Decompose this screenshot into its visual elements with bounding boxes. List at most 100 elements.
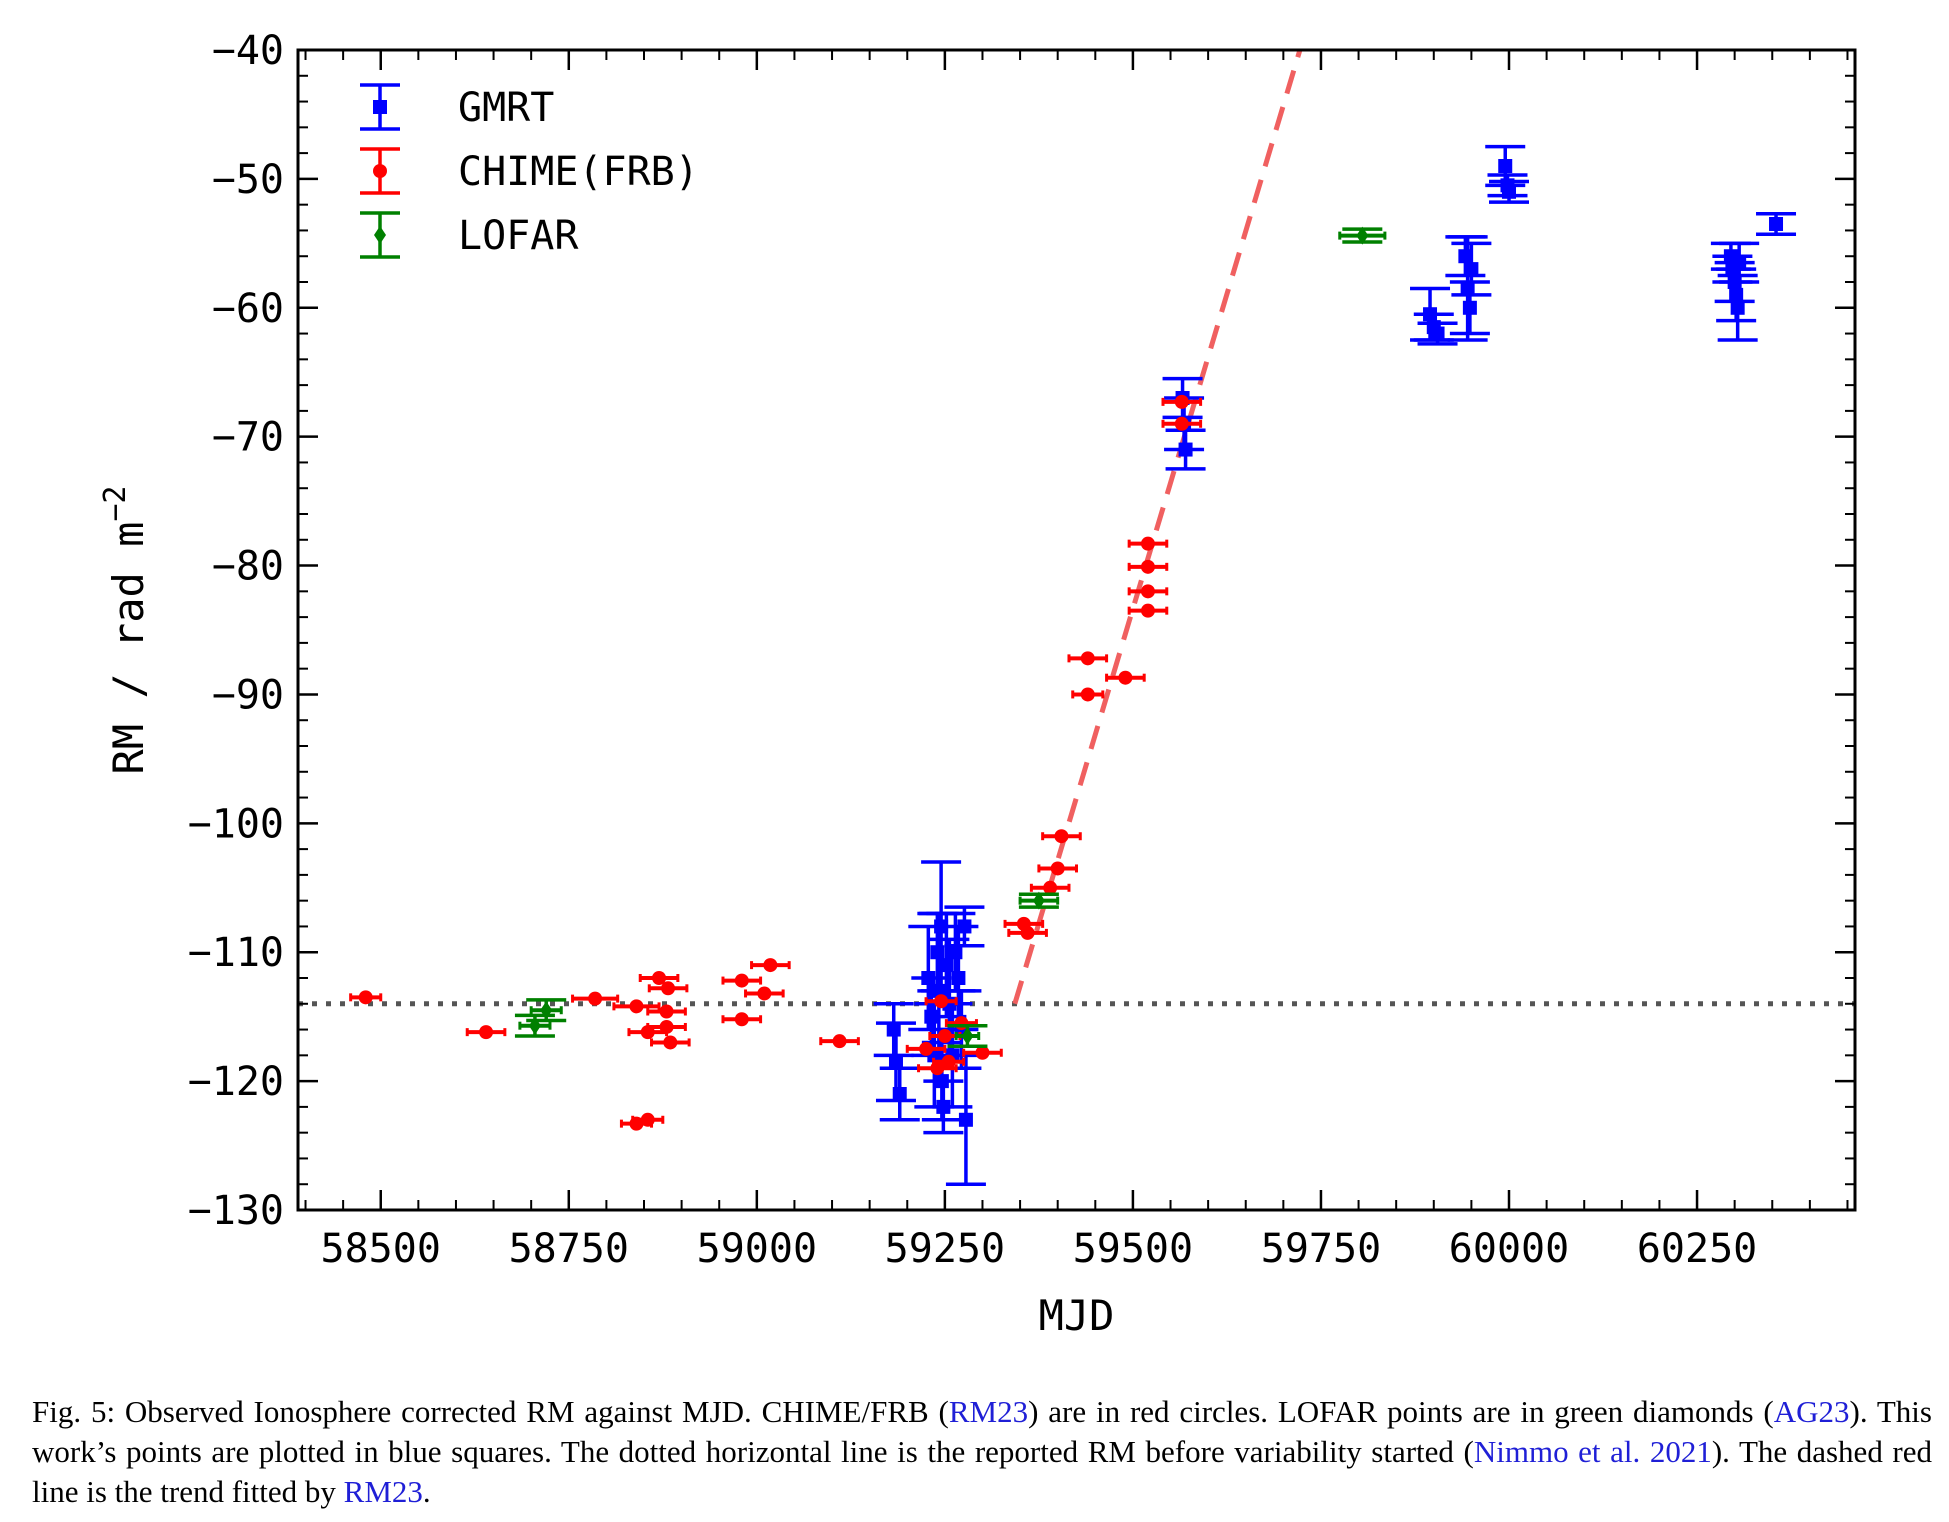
- caption-text-4: ). The dashed red line is the trend fitt…: [32, 1434, 1932, 1509]
- caption-ref-nimmo2021[interactable]: Nimmo et al. 2021: [1473, 1434, 1712, 1469]
- data-marker: [1462, 300, 1477, 315]
- data-marker: [1178, 442, 1193, 457]
- y-tick-label: −100: [188, 801, 284, 847]
- x-tick-label: 58750: [509, 1226, 629, 1272]
- data-marker: [939, 958, 954, 973]
- data-marker: [961, 1027, 974, 1045]
- axis-ticks: 58500 58750 59000 59250 59500 59750 60000 60250…: [188, 28, 1855, 1272]
- data-marker: [1730, 300, 1745, 315]
- data-marker: [1080, 687, 1095, 702]
- lofar-point: [1338, 226, 1387, 245]
- chime-frb-point: [1007, 925, 1048, 940]
- data-marker: [934, 994, 949, 1009]
- chime-frb-point: [1037, 861, 1078, 876]
- chime-frb-point: [571, 991, 620, 1006]
- gmrt-point: [1485, 144, 1526, 188]
- gmrt-point: [879, 1066, 920, 1122]
- rm23-trend-dashed-line: [1012, 49, 1303, 1005]
- caption-text-5: .: [422, 1474, 431, 1509]
- caption-text-1: Fig. 5: Observed Ionosphere corrected RM…: [32, 1394, 949, 1429]
- series-gmrt: [873, 144, 1797, 1186]
- x-tick-label: 59750: [1261, 1226, 1381, 1272]
- chime-frb-point: [819, 1034, 860, 1049]
- chime-frb-point: [646, 1019, 687, 1034]
- data-marker: [1020, 925, 1035, 940]
- data-marker: [1043, 880, 1058, 895]
- legend-entry-chime-frb: CHIME(FRB): [360, 147, 699, 195]
- data-marker: [479, 1025, 494, 1040]
- y-tick-label: −120: [188, 1059, 284, 1105]
- chime-frb-point: [924, 994, 958, 1009]
- data-marker: [1464, 262, 1479, 277]
- data-marker: [1356, 226, 1369, 245]
- gmrt-point: [1165, 428, 1206, 471]
- data-marker: [1498, 159, 1513, 173]
- data-marker: [892, 1087, 907, 1101]
- chime-frb-point: [905, 1041, 947, 1056]
- gmrt-point: [1717, 273, 1758, 342]
- data-marker: [1732, 255, 1747, 270]
- legend-label: LOFAR: [458, 213, 579, 259]
- chime-frb-point: [1127, 559, 1169, 574]
- caption-ref-ag23[interactable]: AG23: [1773, 1394, 1850, 1429]
- caption-ref-rm23[interactable]: RM23: [948, 1394, 1029, 1429]
- gmrt-point: [1719, 241, 1760, 284]
- chime-frb-point: [1041, 829, 1082, 844]
- chime-frb-point: [932, 1054, 966, 1069]
- y-tick-label: −70: [212, 415, 284, 461]
- gmrt-point: [1451, 241, 1492, 297]
- data-marker: [1032, 891, 1045, 910]
- x-tick-label: 59000: [697, 1226, 817, 1272]
- data-marker: [763, 958, 778, 973]
- chime-frb-point: [750, 958, 791, 973]
- chime-frb-point: [721, 973, 763, 988]
- figure-caption: Fig. 5: Observed Ionosphere corrected RM…: [32, 1392, 1932, 1512]
- data-marker: [734, 1012, 749, 1027]
- data-marker: [1118, 670, 1133, 685]
- y-tick-label: −90: [212, 672, 284, 718]
- chime-frb-point: [647, 981, 689, 996]
- data-marker: [652, 971, 667, 985]
- x-axis-title: MJD: [1039, 1291, 1115, 1340]
- chime-frb-point: [1071, 687, 1105, 702]
- data-marker: [1769, 217, 1784, 231]
- y-tick-label: −80: [212, 544, 284, 590]
- chime-frb-point: [349, 990, 383, 1005]
- data-marker: [358, 990, 373, 1005]
- chime-frb-point: [465, 1025, 507, 1040]
- plot-area-frame: [296, 48, 1857, 1212]
- x-tick-label: 60000: [1449, 1226, 1569, 1272]
- lofar-point: [1018, 891, 1060, 910]
- chime-frb-point: [1127, 536, 1169, 551]
- data-marker: [951, 971, 966, 985]
- lofar-point: [514, 1013, 555, 1038]
- data-marker: [937, 1029, 952, 1043]
- chime-frb-point: [962, 1045, 1003, 1060]
- data-marker: [1054, 829, 1069, 844]
- data-marker: [1050, 861, 1065, 876]
- y-tick-label: −130: [188, 1188, 284, 1234]
- data-marker: [1502, 184, 1516, 199]
- series-chime-frb: [349, 394, 1203, 1131]
- caption-ref-rm23-trend[interactable]: RM23: [343, 1474, 423, 1509]
- series-lofar: [514, 226, 1387, 1049]
- data-marker: [1174, 416, 1189, 431]
- data-marker: [540, 1001, 553, 1020]
- lofar-point: [947, 1023, 988, 1049]
- x-tick-label: 60250: [1637, 1226, 1757, 1272]
- data-marker: [1140, 559, 1155, 574]
- legend-entry-gmrt: GMRT: [360, 83, 554, 131]
- y-tick-label: −110: [188, 930, 284, 976]
- rm-vs-mjd-chart: 58500 58750 59000 59250 59500 59750 60000 60250…: [98, 28, 1857, 1340]
- chime-frb-point: [646, 1004, 687, 1019]
- data-marker: [958, 1112, 973, 1127]
- data-marker: [1140, 584, 1155, 599]
- reference-lines: [298, 49, 1855, 1007]
- legend-marker: [373, 164, 387, 178]
- data-marker: [588, 991, 603, 1006]
- data-marker: [757, 986, 772, 1001]
- legend-label: CHIME(FRB): [458, 149, 699, 195]
- chime-frb-point: [1161, 416, 1203, 431]
- data-marker: [975, 1045, 990, 1060]
- data-marker: [957, 919, 972, 934]
